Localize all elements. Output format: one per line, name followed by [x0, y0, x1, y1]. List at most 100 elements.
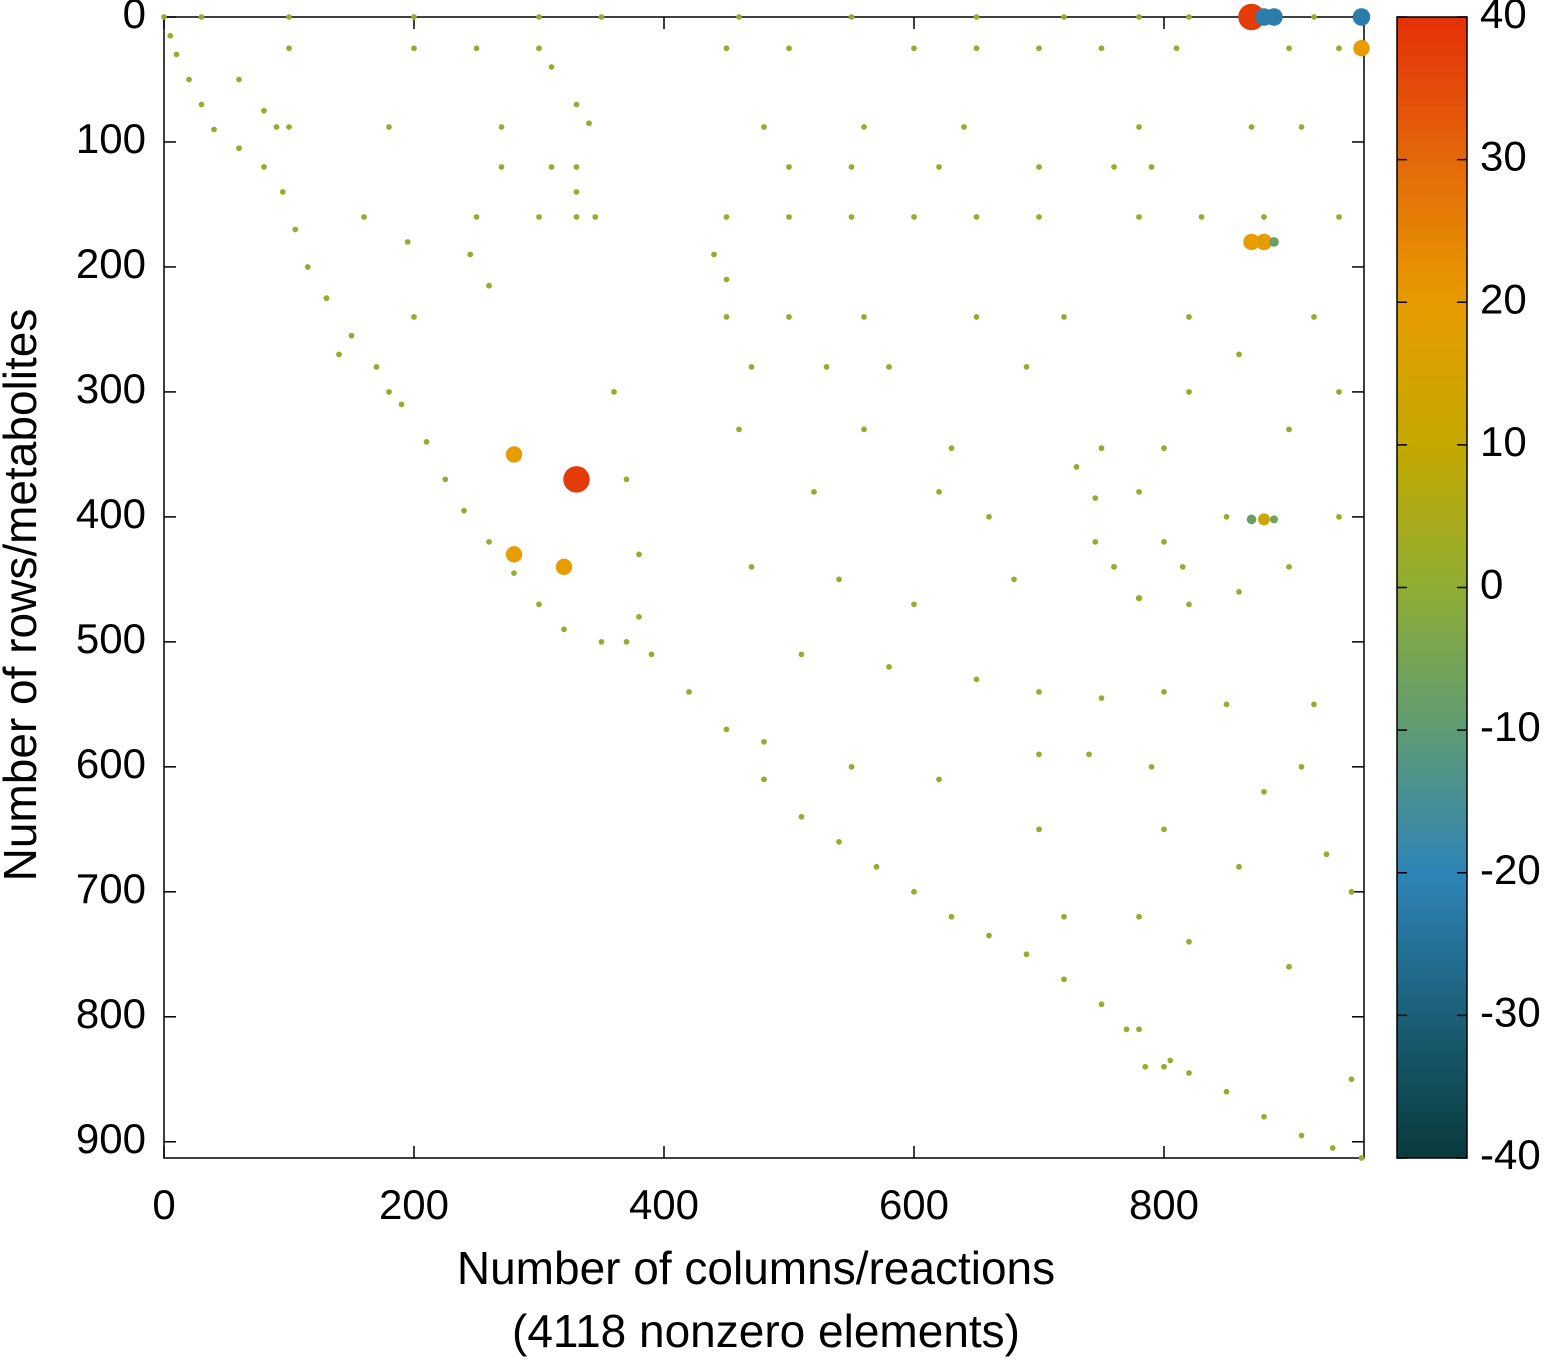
nonzero-point	[1248, 124, 1255, 130]
nonzero-point	[1243, 233, 1260, 251]
nonzero-point	[186, 76, 192, 83]
nonzero-point	[548, 64, 555, 70]
nonzero-point	[1255, 233, 1273, 251]
nonzero-point	[1173, 45, 1180, 52]
nonzero-point	[798, 813, 805, 820]
nonzero-point	[911, 45, 917, 52]
nonzero-point	[723, 314, 730, 320]
nonzero-point	[1098, 45, 1105, 52]
nonzero-point	[511, 570, 517, 577]
nonzero-point	[486, 282, 492, 289]
nonzero-point	[1198, 214, 1205, 220]
x-tick-label: 400	[629, 1181, 699, 1228]
nonzero-point	[1011, 576, 1017, 583]
nonzero-point	[1298, 124, 1305, 130]
nonzero-point	[498, 124, 505, 130]
nonzero-point	[723, 276, 730, 283]
nonzero-point	[723, 726, 730, 733]
nonzero-point	[1186, 938, 1192, 945]
y-tick-label: 200	[76, 240, 146, 287]
nonzero-point	[1311, 701, 1317, 708]
nonzero-point	[173, 51, 180, 58]
nonzero-point	[1161, 826, 1167, 833]
nonzero-point	[1111, 563, 1117, 570]
nonzero-point	[1142, 1063, 1149, 1070]
nonzero-point	[1311, 14, 1317, 20]
y-tick-label: 700	[76, 865, 146, 912]
y-tick-label: 600	[76, 740, 146, 787]
nonzero-point	[911, 601, 917, 608]
colorbar-tick-label: -30	[1480, 988, 1541, 1035]
nonzero-point	[848, 763, 855, 770]
colorbar-tick-label: 20	[1480, 275, 1527, 322]
y-tick-label: 0	[123, 0, 146, 37]
nonzero-point	[1073, 464, 1080, 470]
nonzero-point	[361, 214, 367, 220]
nonzero-point	[598, 638, 605, 645]
nonzero-point	[404, 239, 411, 245]
y-tick-label: 400	[76, 490, 146, 537]
nonzero-point	[261, 164, 267, 170]
nonzero-point	[786, 164, 792, 170]
nonzero-point	[786, 45, 792, 52]
nonzero-point	[1348, 888, 1355, 895]
nonzero-point	[723, 214, 730, 220]
plot-frame	[163, 16, 1365, 1159]
nonzero-point	[911, 888, 917, 895]
nonzero-point	[1036, 214, 1042, 220]
nonzero-point	[1286, 45, 1292, 52]
nonzero-point	[1023, 364, 1030, 370]
nonzero-point	[548, 164, 555, 170]
nonzero-point	[798, 651, 805, 658]
nonzero-point	[1136, 489, 1142, 495]
x-tick-label: 800	[1129, 1181, 1199, 1228]
colorbar-tick-label: -10	[1480, 703, 1541, 750]
nonzero-point	[973, 214, 980, 220]
nonzero-point	[1261, 1113, 1267, 1120]
nonzero-point	[623, 476, 630, 483]
nonzero-point	[723, 45, 730, 52]
nonzero-point	[598, 14, 605, 20]
nonzero-point	[1123, 1026, 1130, 1033]
nonzero-point	[286, 124, 292, 130]
nonzero-point	[1136, 14, 1142, 20]
nonzero-point	[1092, 495, 1099, 502]
nonzero-point	[161, 14, 167, 20]
nonzero-point	[1186, 14, 1192, 20]
nonzero-point	[1136, 214, 1142, 220]
nonzero-point	[573, 164, 580, 170]
nonzero-point	[411, 14, 417, 20]
nonzero-point	[423, 439, 430, 445]
nonzero-point	[292, 226, 299, 233]
nonzero-point	[748, 563, 755, 570]
nonzero-point	[1261, 214, 1267, 220]
nonzero-point	[573, 189, 580, 195]
y-tick-label: 800	[76, 990, 146, 1037]
nonzero-point	[1246, 514, 1257, 525]
nonzero-point	[1298, 1132, 1305, 1139]
nonzero-point	[286, 45, 292, 52]
nonzero-point	[573, 214, 580, 220]
nonzero-point	[1238, 3, 1265, 31]
x-tick-label: 600	[879, 1181, 949, 1228]
nonzero-point	[936, 489, 942, 495]
nonzero-point	[1358, 1155, 1365, 1161]
nonzero-point	[1161, 539, 1167, 545]
nonzero-point	[236, 145, 242, 152]
nonzero-point	[563, 466, 590, 493]
nonzero-point	[711, 251, 717, 258]
nonzero-point	[304, 264, 311, 270]
nonzero-point	[823, 364, 830, 370]
nonzero-point	[786, 214, 792, 220]
nonzero-point	[536, 601, 542, 608]
nonzero-point	[848, 164, 855, 170]
nonzero-point	[461, 507, 467, 514]
nonzero-point	[473, 214, 480, 220]
x-axis-label: Number of columns/reactions	[457, 1242, 1055, 1294]
nonzero-point	[1161, 1063, 1167, 1070]
nonzero-point	[611, 389, 617, 395]
nonzero-point	[936, 776, 942, 783]
nonzero-point	[536, 14, 542, 20]
nonzero-point	[1061, 976, 1067, 983]
nonzero-point	[1061, 14, 1067, 20]
